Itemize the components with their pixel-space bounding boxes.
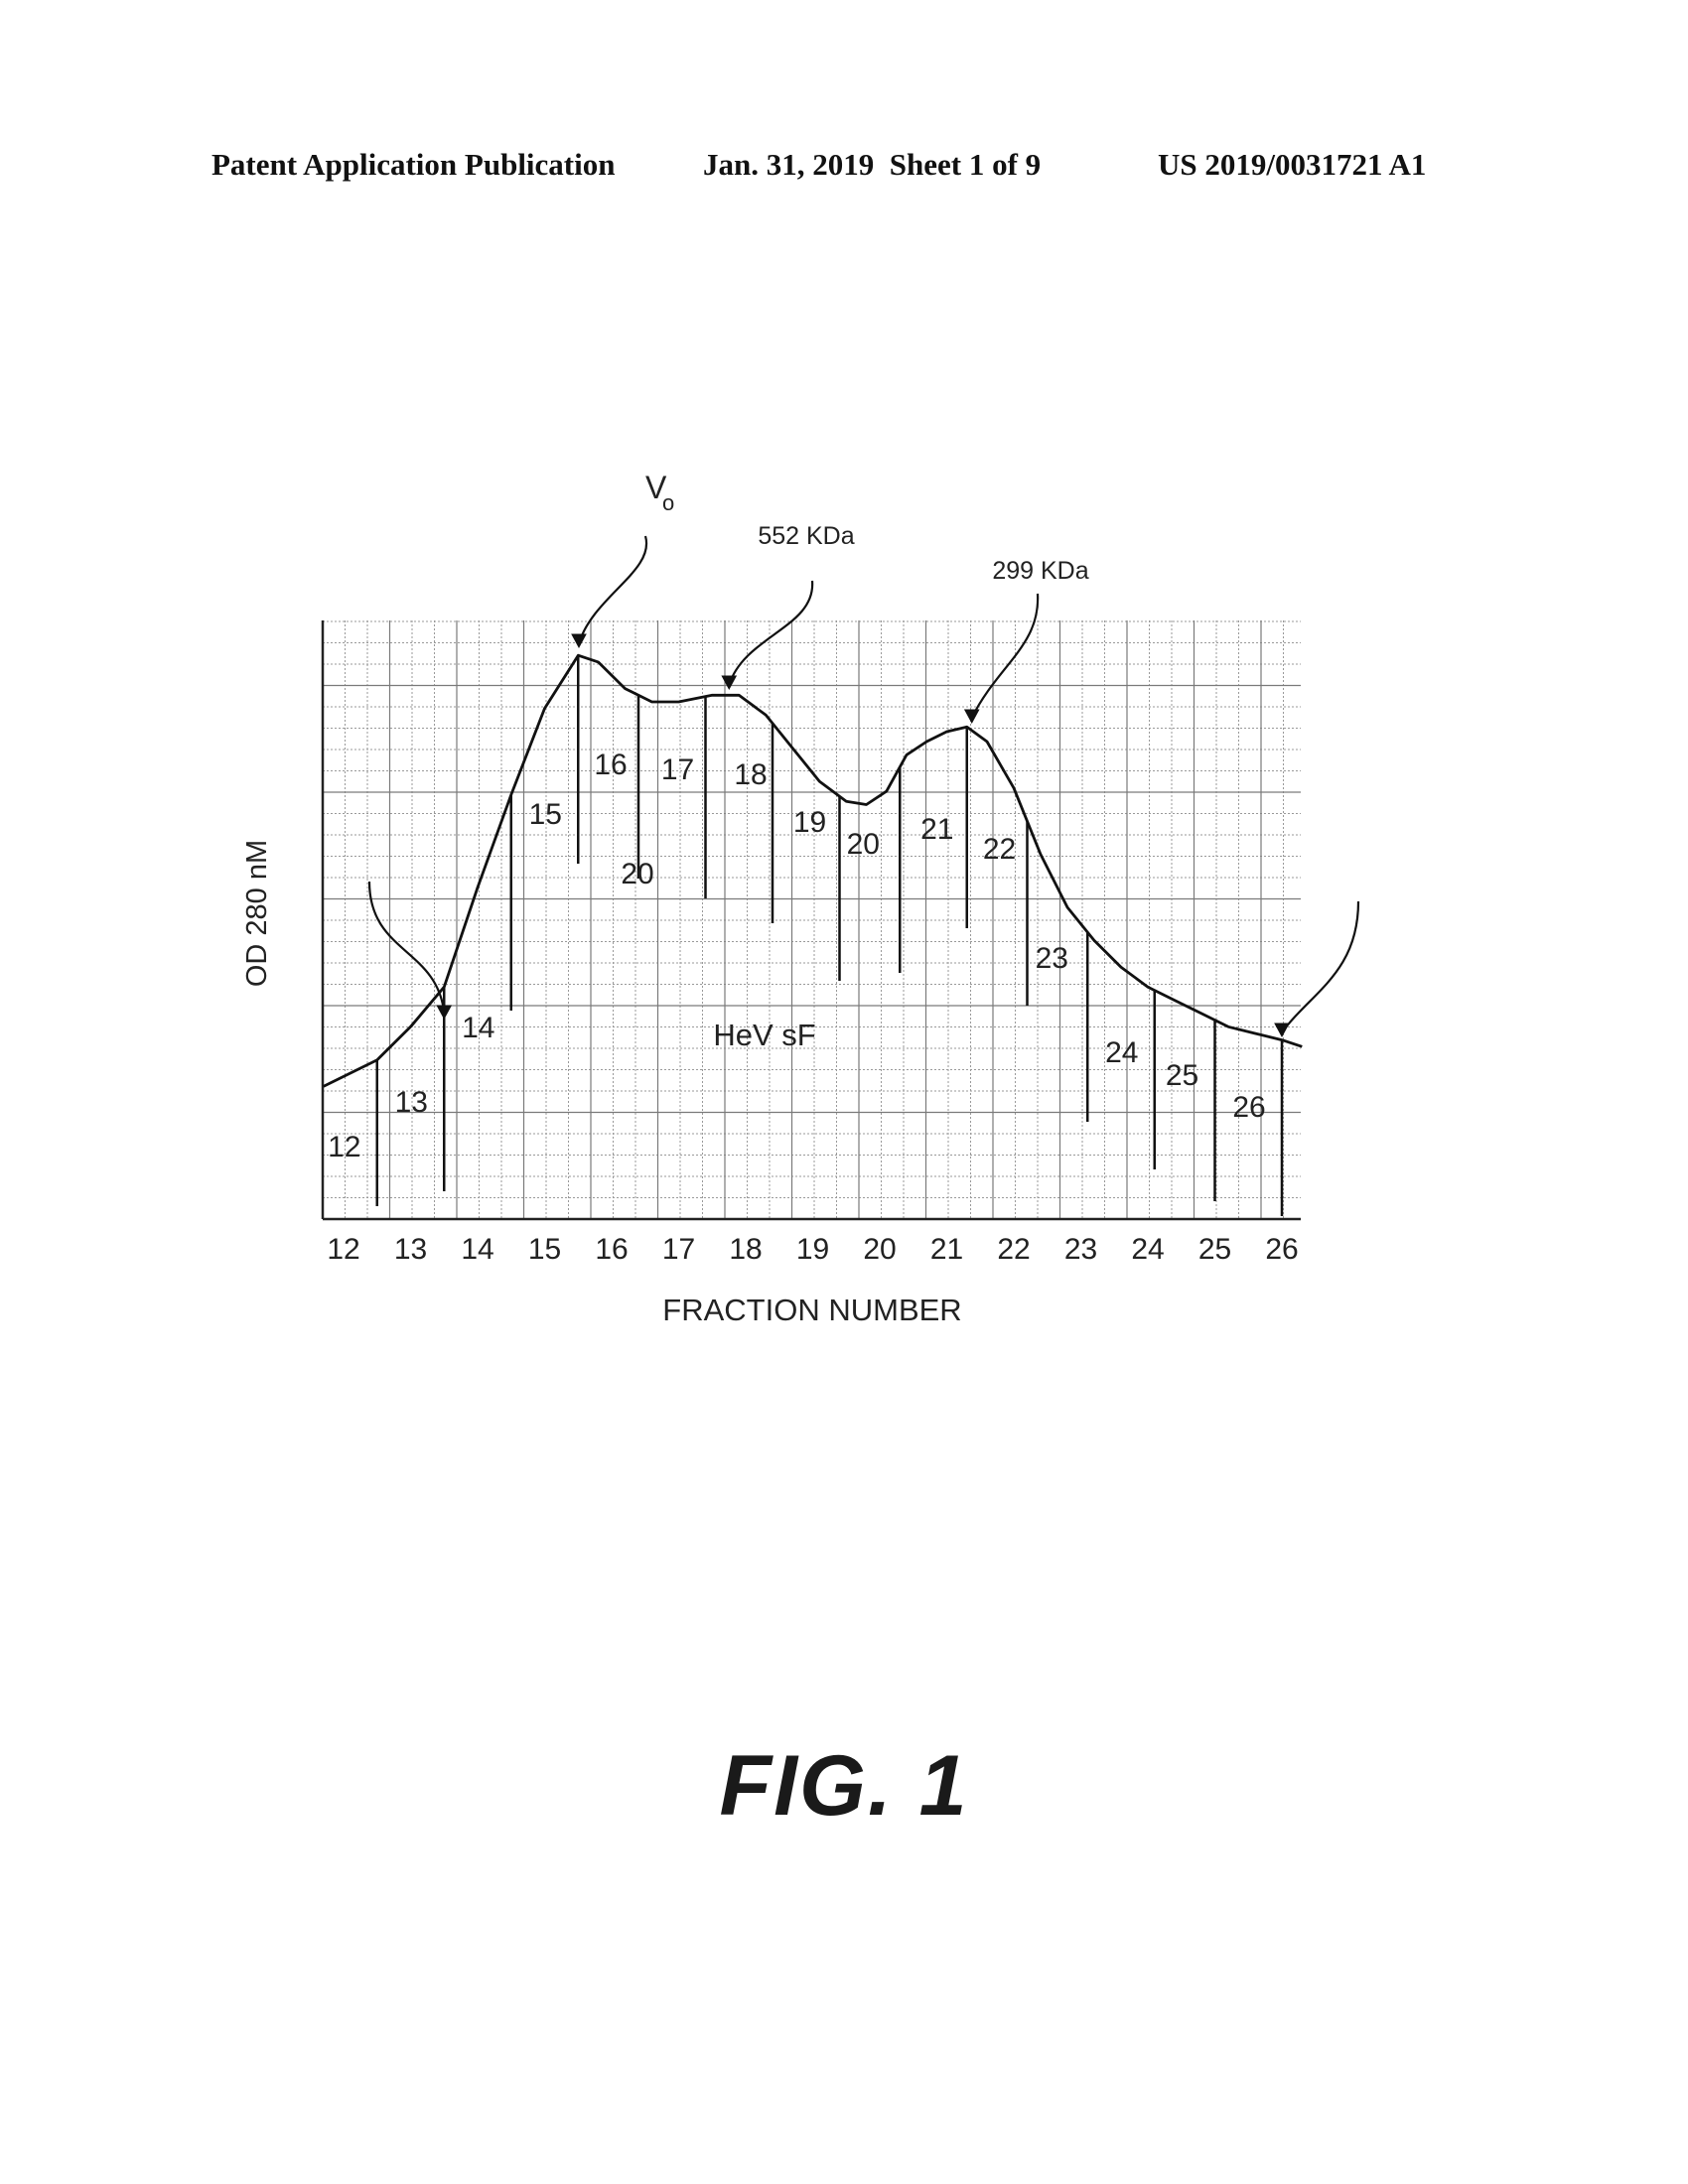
annotation-299kda: 299 KDa <box>992 557 1088 585</box>
fraction-label: 21 <box>920 813 953 846</box>
x-tick-label: 13 <box>394 1233 427 1266</box>
fraction-label: 23 <box>1036 942 1068 975</box>
x-tick-label: 20 <box>863 1233 896 1266</box>
x-tick-label: 18 <box>729 1233 762 1266</box>
start-arrow <box>369 882 444 1013</box>
x-tick-label: 16 <box>595 1233 628 1266</box>
fraction-label: 20 <box>847 828 880 861</box>
fraction-label: 26 <box>1232 1091 1265 1124</box>
x-tick-label: 24 <box>1131 1233 1164 1266</box>
fraction-label: 12 <box>328 1131 360 1163</box>
fraction-label: 22 <box>983 833 1016 866</box>
fraction-label: 24 <box>1105 1036 1138 1069</box>
x-tick-label: 15 <box>528 1233 561 1266</box>
figure-label: FIG. 1 <box>0 1737 1688 1836</box>
fraction-label: 25 <box>1166 1059 1198 1092</box>
vo-arrow <box>579 536 646 643</box>
x-tick-label: 19 <box>796 1233 829 1266</box>
fraction-label: 13 <box>395 1086 428 1119</box>
kda299-arrow <box>972 594 1038 718</box>
x-tick-label: 12 <box>327 1233 359 1266</box>
x-tick-label: 22 <box>997 1233 1030 1266</box>
fraction-label-stray: 20 <box>621 858 653 890</box>
x-tick-label: 25 <box>1198 1233 1231 1266</box>
x-tick-label: 14 <box>461 1233 493 1266</box>
fraction-label: 17 <box>661 753 694 786</box>
fraction-label: 14 <box>462 1012 494 1044</box>
vo-arrow-head <box>572 634 586 647</box>
fraction-label: 15 <box>529 798 562 831</box>
annotation-vo-subscript: o <box>662 490 674 515</box>
start-arrow-head <box>437 1006 451 1019</box>
y-axis-label: OD 280 nM <box>241 840 273 987</box>
annotation-552kda: 552 KDa <box>758 522 854 550</box>
end-arrow-head <box>1275 1024 1289 1036</box>
fraction-label: 18 <box>734 758 767 791</box>
x-axis-label: FRACTION NUMBER <box>662 1293 961 1327</box>
x-tick-label: 26 <box>1265 1233 1298 1266</box>
kda552-arrow-head <box>722 676 736 689</box>
x-tick-label: 23 <box>1064 1233 1097 1266</box>
kda299-arrow-head <box>965 710 979 723</box>
kda552-arrow <box>729 581 812 685</box>
end-arrow <box>1282 901 1358 1032</box>
series-label: HeV sF <box>713 1018 815 1052</box>
x-tick-label: 21 <box>930 1233 963 1266</box>
fraction-label: 16 <box>594 749 627 781</box>
x-tick-label: 17 <box>662 1233 695 1266</box>
fraction-label: 19 <box>793 806 826 839</box>
